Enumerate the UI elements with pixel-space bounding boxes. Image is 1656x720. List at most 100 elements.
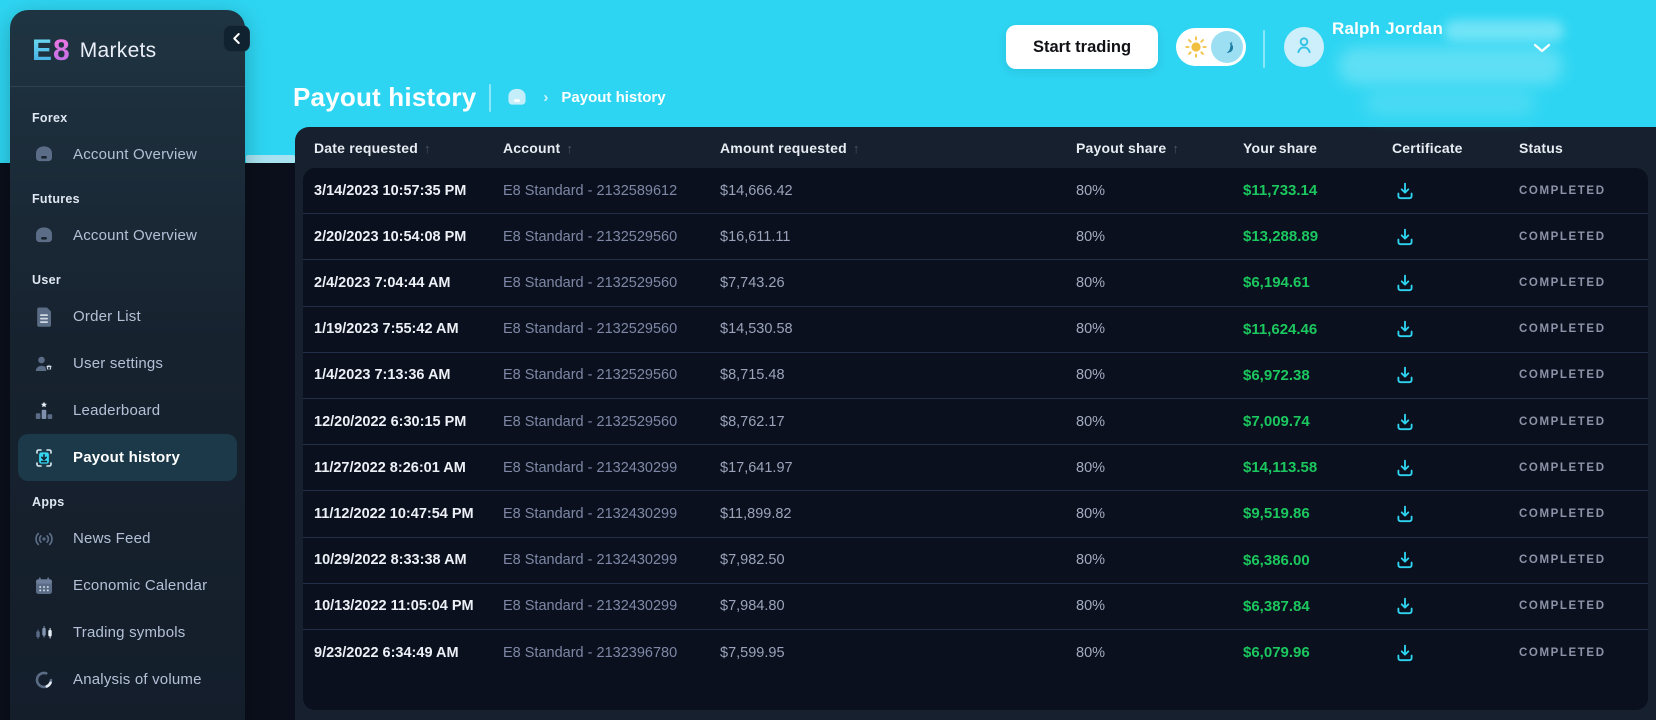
certificate-download-button[interactable] xyxy=(1392,270,1418,296)
table-row: 10/29/2022 8:33:38 AM E8 Standard - 21324… xyxy=(303,538,1648,584)
cell-payout-share: 80% xyxy=(1076,552,1106,569)
cell-certificate xyxy=(1392,501,1519,527)
leaderboard-icon xyxy=(32,399,56,423)
calendar-icon xyxy=(32,574,56,598)
sidebar-item-account-overview[interactable]: Account Overview xyxy=(10,212,245,259)
column-header-date-requested[interactable]: Date requested ↑ xyxy=(314,139,431,156)
sort-arrow-icon: ↑ xyxy=(423,140,431,156)
certificate-download-button[interactable] xyxy=(1392,178,1418,204)
redacted-text xyxy=(1338,47,1563,85)
download-icon xyxy=(1394,364,1416,386)
sidebar-collapse-button[interactable] xyxy=(223,25,250,52)
person-icon xyxy=(1291,32,1317,63)
avatar[interactable] xyxy=(1284,27,1324,67)
certificate-download-button[interactable] xyxy=(1392,362,1418,388)
chevron-down-icon[interactable] xyxy=(1533,40,1551,58)
status-badge: COMPLETED xyxy=(1519,600,1606,613)
sidebar-item-label: Account Overview xyxy=(73,227,198,244)
sidebar-item-label: Trading symbols xyxy=(73,624,186,641)
certificate-download-button[interactable] xyxy=(1392,455,1418,481)
cell-your-share: $11,733.14 xyxy=(1243,182,1318,200)
table-row: 2/20/2023 10:54:08 PM E8 Standard - 21325… xyxy=(303,214,1648,261)
status-badge: COMPLETED xyxy=(1519,276,1606,289)
certificate-download-button[interactable] xyxy=(1392,409,1418,435)
sidebar-item-trading-symbols[interactable]: Trading symbols xyxy=(10,609,245,656)
brand-name: Markets xyxy=(79,39,157,62)
download-icon xyxy=(1394,503,1416,525)
cell-account: E8 Standard - 2132430299 xyxy=(503,598,678,615)
sidebar: E8 Markets Forex Account Overview Futures A… xyxy=(10,10,245,720)
sort-arrow-icon: ↑ xyxy=(1172,140,1180,156)
cell-date-requested: 11/27/2022 8:26:01 AM xyxy=(314,459,466,476)
home-icon[interactable] xyxy=(504,85,530,111)
cell-date-requested: 1/4/2023 7:13:36 AM xyxy=(314,367,451,384)
sidebar-item-payout-history[interactable]: Payout history xyxy=(18,434,237,481)
column-header-your-share[interactable]: Your share xyxy=(1243,139,1318,156)
cell-certificate xyxy=(1392,409,1519,435)
certificate-download-button[interactable] xyxy=(1392,316,1418,342)
cell-date-requested: 10/29/2022 8:33:38 AM xyxy=(314,552,467,569)
cell-certificate xyxy=(1392,270,1519,296)
cell-your-share: $6,972.38 xyxy=(1243,366,1310,384)
cell-amount-requested: $8,762.17 xyxy=(720,413,785,430)
cell-your-share: $14,113.58 xyxy=(1243,459,1318,477)
certificate-download-button[interactable] xyxy=(1392,640,1418,666)
cell-your-share: $6,079.96 xyxy=(1243,644,1310,662)
brand-logo[interactable]: E8 Markets xyxy=(10,10,245,86)
cell-date-requested: 2/4/2023 7:04:44 AM xyxy=(314,274,451,291)
status-badge: COMPLETED xyxy=(1519,646,1606,659)
column-header-amount-requested[interactable]: Amount requested ↑ xyxy=(720,139,860,156)
sidebar-item-economic-calendar[interactable]: Economic Calendar xyxy=(10,562,245,609)
sidebar-item-news-feed[interactable]: News Feed xyxy=(10,515,245,562)
sidebar-nav: Forex Account Overview Futures Account Over… xyxy=(10,91,245,703)
status-badge: COMPLETED xyxy=(1519,369,1606,382)
status-badge: COMPLETED xyxy=(1519,184,1606,197)
cell-certificate xyxy=(1392,316,1519,342)
cell-account: E8 Standard - 2132529560 xyxy=(503,228,678,245)
cell-your-share: $6,386.00 xyxy=(1243,551,1310,569)
sidebar-item-leaderboard[interactable]: Leaderboard xyxy=(10,387,245,434)
certificate-download-button[interactable] xyxy=(1392,547,1418,573)
chevron-left-icon xyxy=(232,32,241,45)
certificate-download-button[interactable] xyxy=(1392,501,1418,527)
breadcrumb-separator: › xyxy=(543,89,549,106)
cell-your-share: $6,194.61 xyxy=(1243,274,1310,292)
sidebar-item-analysis-of-volume[interactable]: Analysis of volume xyxy=(10,656,245,703)
status-badge: COMPLETED xyxy=(1519,230,1606,243)
candles-icon xyxy=(32,621,56,645)
sidebar-divider xyxy=(10,86,245,87)
cell-account: E8 Standard - 2132589612 xyxy=(503,182,678,199)
cell-date-requested: 11/12/2022 10:47:54 PM xyxy=(314,505,474,522)
cell-payout-share: 80% xyxy=(1076,644,1106,661)
table-row: 11/12/2022 10:47:54 PM E8 Standard - 2132… xyxy=(303,491,1648,538)
column-header-account[interactable]: Account ↑ xyxy=(503,139,574,156)
column-header-status[interactable]: Status xyxy=(1519,139,1563,156)
sidebar-item-user-settings[interactable]: User settings xyxy=(10,340,245,387)
cell-account: E8 Standard - 2132396780 xyxy=(503,644,678,661)
moon-icon xyxy=(1211,31,1243,63)
cell-payout-share: 80% xyxy=(1076,505,1106,522)
column-header-payout-share[interactable]: Payout share ↑ xyxy=(1076,139,1180,156)
certificate-download-button[interactable] xyxy=(1392,593,1418,619)
cell-date-requested: 12/20/2022 6:30:15 PM xyxy=(314,413,467,430)
theme-toggle[interactable] xyxy=(1176,28,1246,66)
sidebar-item-order-list[interactable]: Order List xyxy=(10,293,245,340)
cell-amount-requested: $14,530.58 xyxy=(720,321,793,338)
download-icon xyxy=(1394,272,1416,294)
table-row: 1/4/2023 7:13:36 AM E8 Standard - 2132529… xyxy=(303,353,1648,399)
cell-certificate xyxy=(1392,224,1519,250)
cell-account: E8 Standard - 2132529560 xyxy=(503,321,678,338)
table-row: 12/20/2022 6:30:15 PM E8 Standard - 21325… xyxy=(303,399,1648,446)
download-icon xyxy=(1394,226,1416,248)
cell-date-requested: 1/19/2023 7:55:42 AM xyxy=(314,321,459,338)
cell-account: E8 Standard - 2132529560 xyxy=(503,413,678,430)
start-trading-button[interactable]: Start trading xyxy=(1006,25,1159,69)
sidebar-item-account-overview[interactable]: Account Overview xyxy=(10,131,245,178)
status-badge: COMPLETED xyxy=(1519,554,1606,567)
column-header-certificate[interactable]: Certificate xyxy=(1392,139,1463,156)
cell-account: E8 Standard - 2132529560 xyxy=(503,274,678,291)
redacted-text xyxy=(1365,90,1535,116)
sidebar-item-label: Analysis of volume xyxy=(73,671,202,688)
certificate-download-button[interactable] xyxy=(1392,224,1418,250)
sidebar-item-label: Payout history xyxy=(73,449,180,466)
